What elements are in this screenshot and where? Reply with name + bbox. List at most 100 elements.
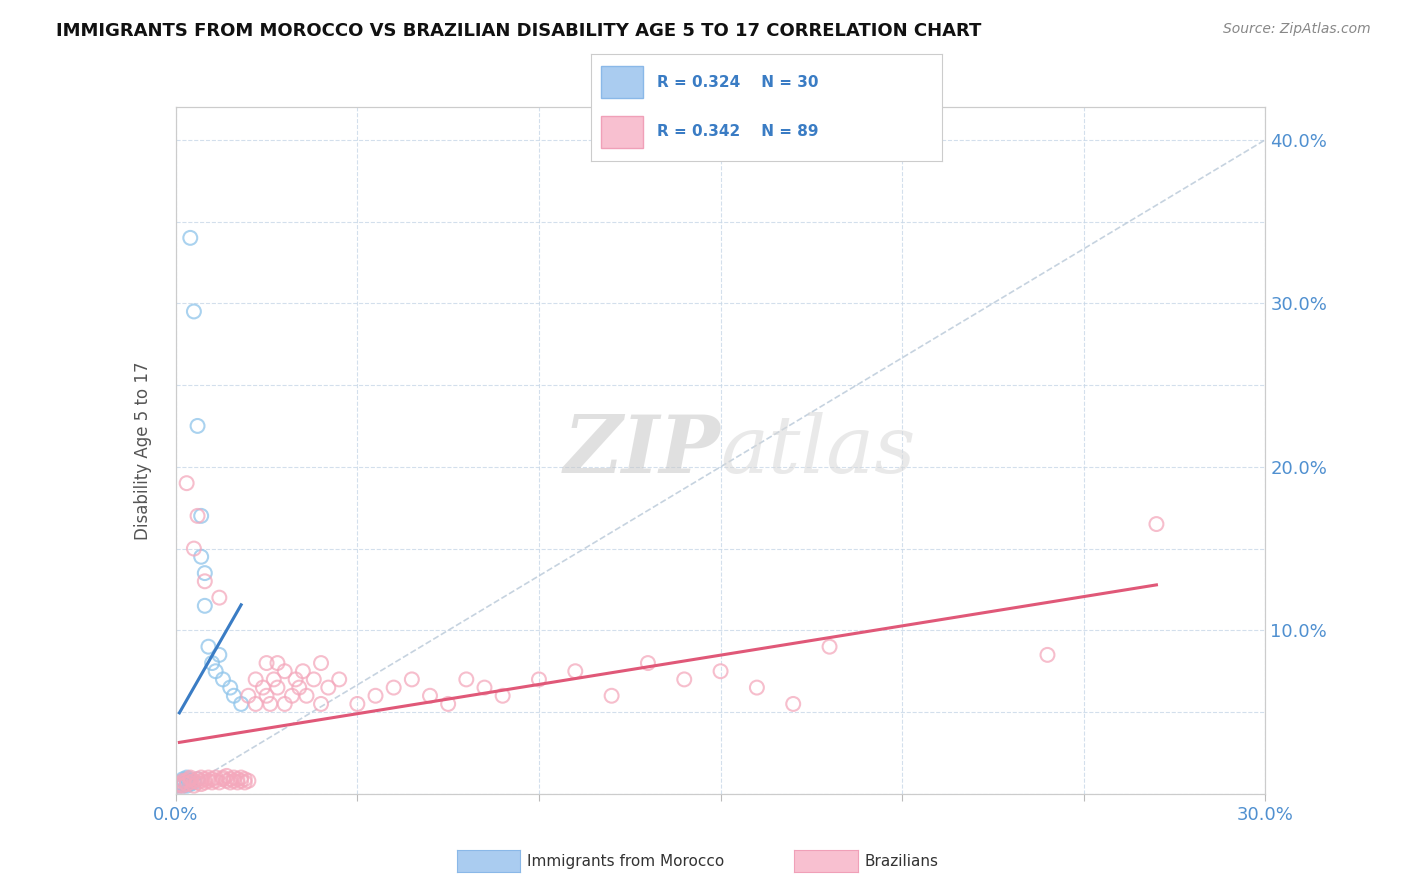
Point (172, 773, 194, 788)
Point (190, 773, 212, 788)
Point (256, 656, 278, 670)
Point (176, 772, 198, 787)
Point (364, 689, 387, 703)
Point (194, 599, 217, 613)
Point (194, 772, 217, 787)
Point (437, 697, 460, 711)
Point (201, 772, 224, 787)
Point (179, 231, 201, 245)
Point (419, 689, 441, 703)
Point (169, 779, 191, 793)
Point (226, 772, 249, 787)
Text: Source: ZipAtlas.com: Source: ZipAtlas.com (1223, 22, 1371, 37)
Text: R = 0.324    N = 30: R = 0.324 N = 30 (657, 75, 818, 90)
Point (492, 689, 515, 703)
Point (318, 681, 340, 695)
Point (295, 689, 318, 703)
Point (183, 541, 205, 556)
Point (176, 777, 198, 791)
Y-axis label: Disability Age 5 to 17: Disability Age 5 to 17 (134, 361, 152, 540)
Text: ZIP: ZIP (564, 412, 721, 489)
Point (172, 779, 194, 793)
Point (194, 566, 217, 580)
Point (169, 779, 191, 793)
Point (309, 656, 332, 670)
Point (215, 769, 238, 783)
Point (179, 773, 201, 788)
Point (179, 771, 201, 785)
Point (204, 773, 226, 788)
Point (401, 673, 423, 687)
Point (186, 418, 209, 433)
Point (186, 772, 209, 787)
Point (219, 775, 242, 789)
Point (231, 697, 253, 711)
Point (172, 772, 194, 787)
Point (238, 689, 260, 703)
Point (818, 640, 841, 654)
Point (186, 772, 209, 787)
Point (208, 648, 231, 662)
Point (183, 775, 205, 789)
Point (183, 304, 205, 318)
Point (600, 689, 623, 703)
Bar (602, 116, 643, 148)
Point (176, 476, 198, 491)
Point (1036, 648, 1059, 662)
Point (745, 681, 768, 695)
Point (204, 771, 226, 785)
Point (226, 775, 249, 789)
Point (186, 508, 209, 523)
Point (564, 664, 586, 679)
Point (222, 689, 245, 703)
Bar (602, 66, 643, 98)
Point (231, 773, 253, 788)
Point (266, 656, 288, 670)
Point (183, 779, 205, 793)
Point (179, 775, 201, 789)
Point (222, 771, 245, 785)
Point (190, 508, 212, 523)
Point (204, 664, 226, 679)
Point (291, 664, 314, 679)
Point (201, 656, 224, 670)
Point (176, 773, 198, 788)
Point (245, 673, 267, 687)
Point (231, 771, 253, 785)
Point (190, 549, 212, 564)
Point (256, 689, 278, 703)
Point (194, 775, 217, 789)
Point (274, 664, 297, 679)
Text: IMMIGRANTS FROM MOROCCO VS BRAZILIAN DISABILITY AGE 5 TO 17 CORRELATION CHART: IMMIGRANTS FROM MOROCCO VS BRAZILIAN DIS… (56, 22, 981, 40)
Point (212, 771, 235, 785)
Text: Brazilians: Brazilians (865, 855, 939, 869)
Point (328, 673, 350, 687)
Point (309, 697, 332, 711)
Point (782, 697, 804, 711)
Point (208, 591, 231, 605)
Point (266, 681, 288, 695)
Point (190, 771, 212, 785)
Point (183, 773, 205, 788)
Point (190, 777, 212, 791)
Point (172, 777, 194, 791)
Point (263, 673, 285, 687)
Point (172, 773, 194, 788)
Point (197, 773, 219, 788)
Point (172, 779, 194, 793)
Point (219, 681, 242, 695)
Point (197, 771, 219, 785)
Point (179, 772, 201, 787)
Point (274, 697, 297, 711)
Point (259, 697, 281, 711)
Point (208, 775, 231, 789)
Point (238, 773, 260, 788)
Text: R = 0.342    N = 89: R = 0.342 N = 89 (657, 124, 818, 139)
Point (176, 771, 198, 785)
Point (281, 689, 304, 703)
Point (215, 773, 238, 788)
Point (233, 772, 256, 787)
Point (673, 673, 696, 687)
Point (186, 775, 209, 789)
Point (176, 779, 198, 793)
